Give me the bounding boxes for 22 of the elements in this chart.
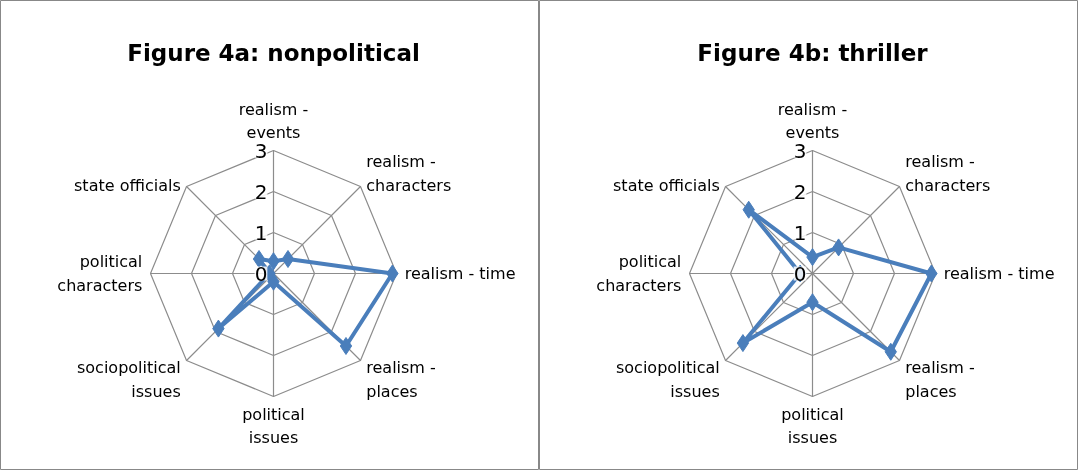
spoke-label: political issues: [242, 404, 305, 448]
spoke-label: state officials: [74, 176, 181, 196]
spoke-label: realism - time: [943, 264, 1055, 283]
y-tick-label: 2: [793, 179, 807, 204]
y-tick-label: 2: [254, 179, 268, 204]
y-tick-label: 1: [254, 220, 268, 245]
spoke-label: realism - time: [404, 264, 516, 283]
y-tick-label: 0: [793, 261, 807, 286]
spoke-label: political characters: [596, 252, 682, 295]
spoke-label: realism - places: [905, 358, 975, 401]
chart-title: Figure 4a: nonpolitical: [127, 39, 420, 66]
spoke-label: sociopolitical issues: [615, 358, 720, 401]
spoke-label: political issues: [781, 404, 844, 448]
y-tick-label: 1: [793, 220, 807, 245]
spoke-label: realism - characters: [366, 152, 452, 196]
spoke-label: realism - characters: [905, 152, 991, 196]
y-tick-label: 0: [254, 261, 268, 286]
spoke-label: political characters: [57, 252, 143, 295]
spoke-label: sociopolitical issues: [76, 358, 181, 401]
chart-title: Figure 4b: thriller: [697, 39, 929, 66]
spoke-label: state officials: [613, 176, 720, 196]
spoke-label: realism - places: [366, 358, 436, 401]
